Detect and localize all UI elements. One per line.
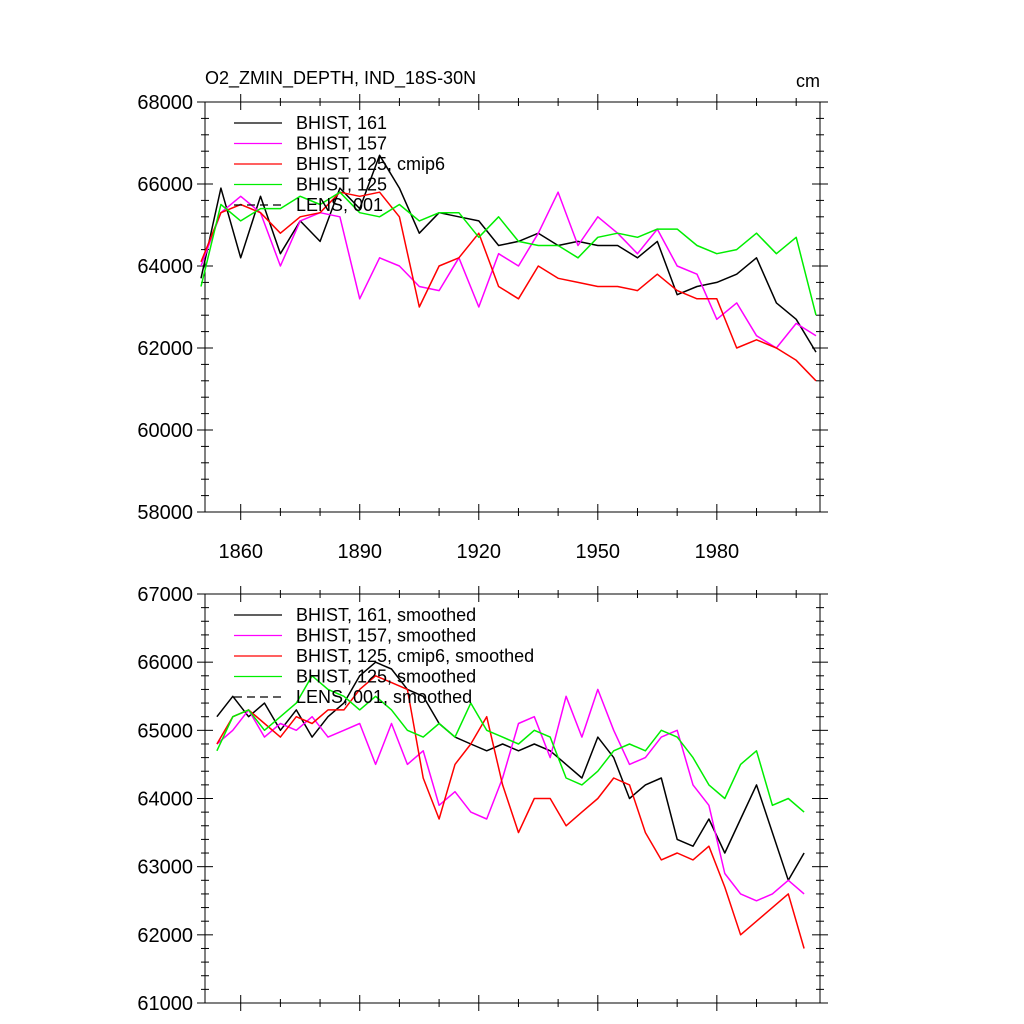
legend-label: LENS, 001: [296, 195, 383, 215]
y-tick-label: 67000: [137, 584, 193, 606]
x-tick-label: 1860: [218, 541, 263, 563]
series-line-3: [216, 675, 805, 949]
y-tick-label: 62000: [137, 338, 193, 360]
series-line-1: [200, 154, 817, 353]
x-tick-label: 1890: [337, 541, 382, 563]
series-line-4: [200, 191, 817, 316]
series-line-3: [200, 191, 817, 382]
x-tick-label: 1920: [457, 541, 502, 563]
units-label: cm: [796, 71, 820, 91]
chart-title: O2_ZMIN_DEPTH, IND_18S-30N: [205, 68, 476, 89]
series-line-1: [216, 661, 805, 882]
y-tick-label: 64000: [137, 789, 193, 811]
y-tick-label: 63000: [137, 857, 193, 879]
y-tick-label: 60000: [137, 420, 193, 442]
series-line-2: [200, 191, 817, 349]
x-tick-label: 1980: [695, 541, 740, 563]
y-tick-label: 66000: [137, 174, 193, 196]
series-line-4: [216, 675, 805, 813]
top-panel: O2_ZMIN_DEPTH, IND_18S-30N cm 58000 60000…: [137, 68, 828, 563]
legend-label: BHIST, 125: [296, 175, 387, 195]
legend-label: BHIST, 161: [296, 113, 387, 133]
y-tick-label: 62000: [137, 925, 193, 947]
legend-label: BHIST, 157: [296, 134, 387, 154]
y-tick-label: 68000: [137, 92, 193, 114]
y-tick-label: 65000: [137, 720, 193, 742]
series-line-2: [216, 688, 805, 902]
y-tick-label: 61000: [137, 993, 193, 1015]
x-tick-label: 1950: [576, 541, 621, 563]
legend-label: BHIST, 125, cmip6: [296, 154, 445, 174]
y-tick-label: 66000: [137, 652, 193, 674]
legend-label: BHIST, 125, cmip6, smoothed: [296, 646, 534, 666]
y-tick-label: 58000: [137, 502, 193, 524]
legend-label: BHIST, 161, smoothed: [296, 605, 476, 625]
y-tick-label: 64000: [137, 256, 193, 278]
legend-label: BHIST, 125, smoothed: [296, 667, 476, 687]
bottom-panel: 61000 62000 63000 64000 65000 66000 67000 BHIST…: [137, 584, 828, 1015]
plot-frame: [204, 101, 821, 513]
legend-label: BHIST, 157, smoothed: [296, 626, 476, 646]
legend-label: LENS, 001, smoothed: [296, 687, 472, 707]
